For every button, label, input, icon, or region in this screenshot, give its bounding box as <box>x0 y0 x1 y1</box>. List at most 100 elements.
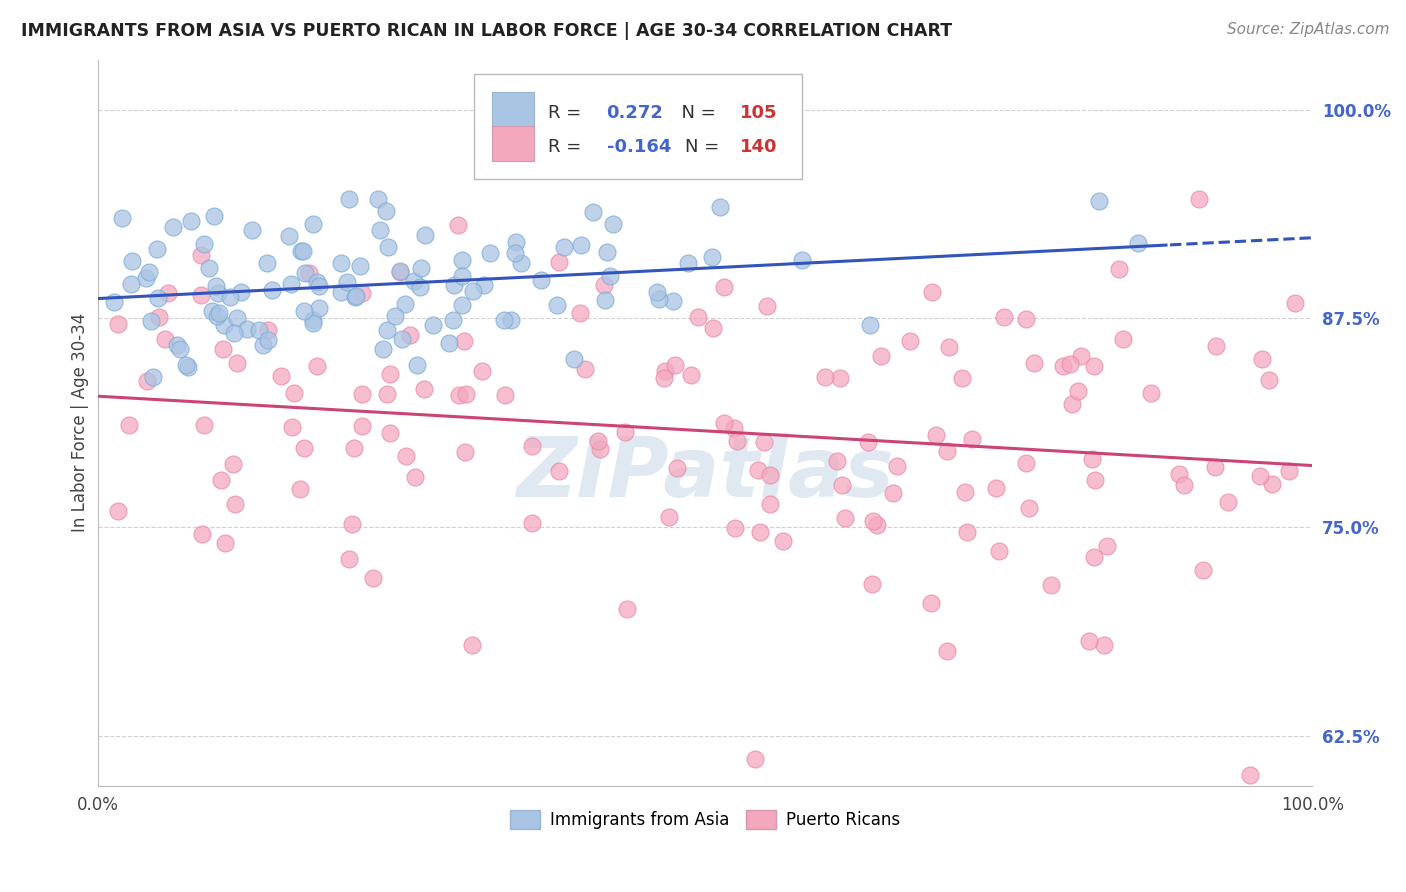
Point <box>645 285 668 300</box>
Point <box>592 278 614 293</box>
Point <box>270 368 292 383</box>
Point <box>1052 359 1074 373</box>
Point <box>723 520 745 534</box>
Point <box>198 260 221 275</box>
Point <box>205 279 228 293</box>
Point <box>443 278 465 293</box>
Point <box>330 255 353 269</box>
Point <box>330 285 353 299</box>
Point <box>713 280 735 294</box>
Point <box>862 514 884 528</box>
Point <box>225 356 247 370</box>
Point <box>593 293 616 308</box>
Point <box>666 461 689 475</box>
Point <box>193 417 215 432</box>
Point <box>859 318 882 333</box>
Point <box>1278 464 1301 478</box>
Text: IMMIGRANTS FROM ASIA VS PUERTO RICAN IN LABOR FORCE | AGE 30-34 CORRELATION CHAR: IMMIGRANTS FROM ASIA VS PUERTO RICAN IN … <box>21 22 952 40</box>
Point <box>257 323 280 337</box>
Point <box>749 525 772 540</box>
Point <box>662 293 685 308</box>
Point <box>758 497 780 511</box>
Point <box>1168 467 1191 482</box>
Point <box>337 552 360 566</box>
Point <box>956 524 979 539</box>
Point <box>1284 296 1306 310</box>
Point <box>190 288 212 302</box>
FancyBboxPatch shape <box>492 126 534 161</box>
Point <box>302 316 325 330</box>
Text: N =: N = <box>686 137 725 156</box>
Point <box>451 297 474 311</box>
Text: -0.164: -0.164 <box>606 137 671 156</box>
Point <box>422 318 444 332</box>
Point <box>924 427 946 442</box>
Point <box>174 358 197 372</box>
Point <box>752 434 775 449</box>
Point <box>993 310 1015 324</box>
Point <box>520 516 543 530</box>
Text: Source: ZipAtlas.com: Source: ZipAtlas.com <box>1226 22 1389 37</box>
Point <box>1261 476 1284 491</box>
Point <box>1092 639 1115 653</box>
Y-axis label: In Labor Force | Age 30-34: In Labor Force | Age 30-34 <box>72 313 89 533</box>
Point <box>1108 262 1130 277</box>
Point <box>141 314 163 328</box>
Point <box>1083 359 1105 373</box>
Point <box>1112 332 1135 346</box>
Point <box>375 387 398 401</box>
Point <box>283 386 305 401</box>
Point <box>207 309 229 323</box>
Point <box>191 526 214 541</box>
Point <box>1216 494 1239 508</box>
Point <box>260 283 283 297</box>
Point <box>1251 351 1274 366</box>
Point <box>368 223 391 237</box>
Point <box>375 323 398 337</box>
Point <box>1088 194 1111 208</box>
Point <box>898 334 921 349</box>
Point <box>117 417 139 432</box>
Point <box>686 310 709 325</box>
FancyBboxPatch shape <box>492 92 534 127</box>
Point <box>509 256 531 270</box>
Point <box>866 518 889 533</box>
Point <box>522 439 544 453</box>
Point <box>156 285 179 300</box>
Point <box>658 510 681 524</box>
Point <box>107 503 129 517</box>
Point <box>1239 768 1261 782</box>
Point <box>307 275 329 289</box>
Point <box>860 577 883 591</box>
Point <box>388 265 411 279</box>
Point <box>350 387 373 401</box>
Point <box>471 364 494 378</box>
Point <box>294 267 316 281</box>
Point <box>569 306 592 320</box>
Point <box>834 511 856 525</box>
Point <box>546 298 568 312</box>
Point <box>308 278 330 293</box>
Point <box>343 441 366 455</box>
Point <box>723 421 745 435</box>
Point <box>209 473 232 487</box>
Point <box>142 369 165 384</box>
Point <box>494 388 516 402</box>
Point <box>1095 540 1118 554</box>
Point <box>446 219 468 233</box>
Point <box>121 253 143 268</box>
Point <box>342 516 364 531</box>
Point <box>120 277 142 292</box>
Point <box>177 360 200 375</box>
Point <box>1258 373 1281 387</box>
Point <box>402 274 425 288</box>
Point <box>647 293 669 307</box>
Point <box>503 245 526 260</box>
Point <box>882 485 904 500</box>
Point <box>574 362 596 376</box>
Point <box>950 371 973 385</box>
Point <box>111 211 134 225</box>
Point <box>654 364 676 378</box>
Text: ZIPatlas: ZIPatlas <box>516 433 894 514</box>
Point <box>569 238 592 252</box>
